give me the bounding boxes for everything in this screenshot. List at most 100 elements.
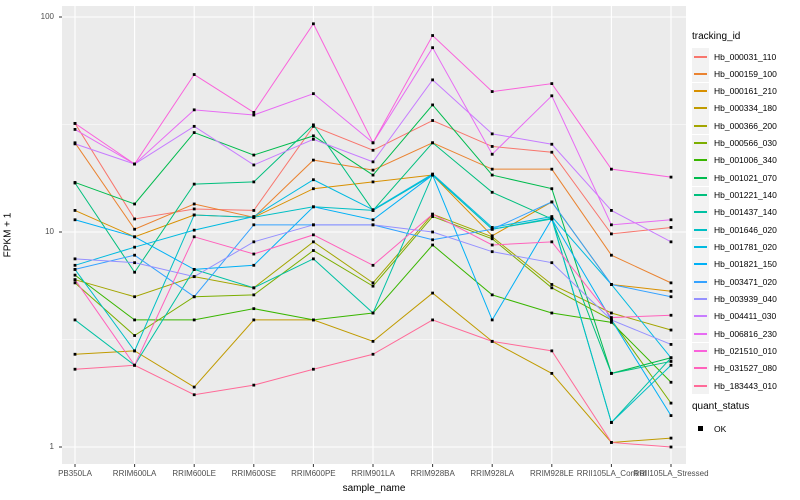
legend-item-Hb_000366_200: Hb_000366_200 [692,117,777,135]
data-point [371,168,375,172]
legend-item-quant-OK: OK [692,420,726,437]
data-point [252,223,256,227]
data-point [371,339,375,343]
data-point [371,208,375,212]
x-tick-label-RRIM600PE: RRIM600PE [291,469,336,478]
data-point [312,205,315,209]
data-point [133,270,136,274]
x-tick-label-RRIM928BA: RRIM928BA [410,469,455,478]
data-point [550,286,554,290]
data-point [490,235,494,239]
x-tick-label-RRIM600LA: RRIM600LA [112,469,157,478]
legend-label: Hb_000334_180 [714,103,777,114]
x-tick-label-RRIM600LE: RRIM600LE [172,469,216,478]
data-point [490,243,494,247]
data-point [252,113,256,117]
legend-key [692,255,709,273]
data-point [133,162,136,166]
data-point [252,209,256,212]
data-point [192,213,196,217]
data-point [371,148,375,152]
data-point [192,267,196,271]
legend-line-swatch [694,211,707,214]
data-point [371,284,375,288]
data-point [550,371,554,375]
data-point [371,160,375,164]
legend-line-swatch [694,124,707,127]
legend-label: Hb_001021_070 [714,172,777,183]
data-point [133,349,136,353]
legend-key [692,48,709,65]
data-point [312,158,315,162]
data-point [73,121,77,125]
data-point [192,73,196,76]
data-point [490,226,494,229]
legend-line-swatch [694,384,707,387]
data-point [312,137,315,141]
data-point [490,227,494,231]
legend-item-Hb_001821_150: Hb_001821_150 [692,255,777,273]
legend-line-swatch [694,263,707,266]
data-point [312,233,315,237]
data-point [371,180,375,184]
data-point [490,167,494,171]
data-point [192,275,196,279]
legend-label: Hb_001006_340 [714,155,777,166]
data-point [133,318,136,322]
data-point [610,318,613,322]
data-point [73,218,77,222]
data-point [371,281,375,285]
legend-line-swatch [694,228,707,231]
legend-label: Hb_183443_010 [714,380,777,391]
data-point [669,414,673,417]
legend-item-Hb_001021_070: Hb_001021_070 [692,169,777,187]
data-point [490,318,494,322]
data-point [371,173,375,177]
legend-line-swatch [694,332,707,335]
data-point [669,343,673,346]
x-tick-label-RRIM928LA: RRIM928LA [470,469,514,478]
legend-item-Hb_004411_030: Hb_004411_030 [692,307,776,325]
data-point [669,356,673,360]
legend-key [692,221,709,239]
data-point [371,263,375,267]
data-point [252,263,256,267]
legend-line-swatch [694,107,707,110]
legend-label: Hb_021510_010 [714,346,777,357]
data-point [490,132,494,136]
data-point [73,209,77,212]
data-point [431,230,434,234]
data-point [73,281,77,285]
legend-item-Hb_000161_210: Hb_000161_210 [692,82,777,100]
y-tick-label-10: 10 [45,227,54,236]
data-point [312,92,315,96]
data-point [669,218,673,222]
legend-label: Hb_006816_230 [714,328,777,339]
data-point [73,181,77,185]
data-point [550,167,554,171]
black-square-marker [698,426,703,431]
data-point [550,349,554,353]
data-point [312,223,315,227]
legend-line-swatch [694,194,707,197]
data-point [192,182,196,186]
data-point [371,141,375,145]
legend-item-Hb_000566_030: Hb_000566_030 [692,134,777,152]
data-point [490,250,494,254]
data-point [550,217,554,221]
data-point [431,141,434,145]
legend-item-Hb_001006_340: Hb_001006_340 [692,151,777,169]
data-point [490,237,494,241]
legend-item-Hb_183443_010: Hb_183443_010 [692,377,777,395]
data-point [431,238,434,242]
data-point [312,257,315,261]
data-point [610,232,613,236]
legend-key [692,117,709,135]
x-tick-label-RRIM600SE: RRIM600SE [231,469,277,478]
data-point [610,209,613,212]
data-point [252,180,256,184]
data-point [73,352,77,356]
data-point [550,200,554,204]
data-point [133,334,136,337]
